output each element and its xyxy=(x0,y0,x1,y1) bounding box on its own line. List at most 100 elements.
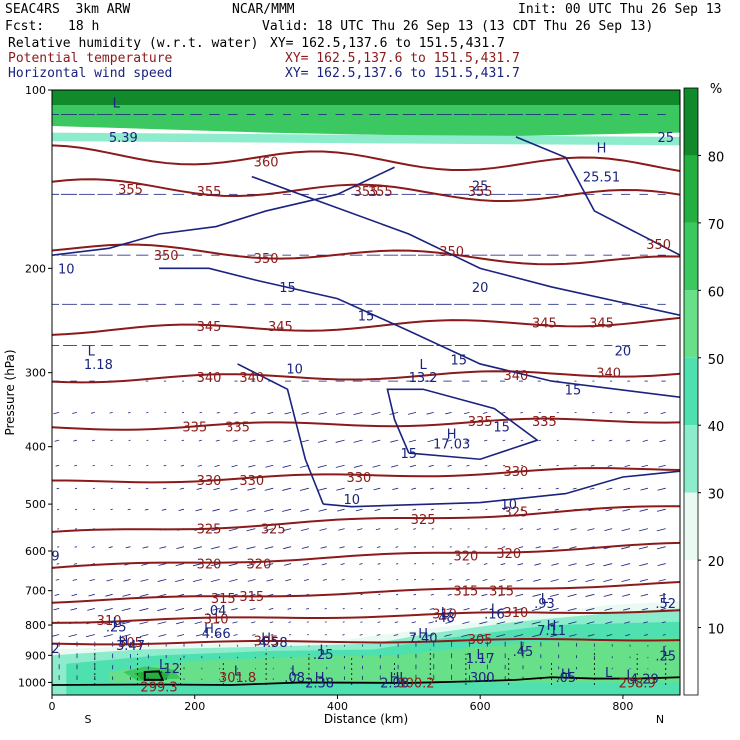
rh-annotation: L xyxy=(477,648,485,663)
theta-label: 340 xyxy=(239,371,264,386)
wind-vector xyxy=(214,634,220,637)
wind-vector xyxy=(176,621,185,625)
wind-vector xyxy=(550,634,559,637)
wind-vector xyxy=(567,593,577,597)
theta-label: 310 xyxy=(204,613,229,628)
wind-vector xyxy=(624,621,631,624)
wind-vector xyxy=(104,608,113,611)
wind-vector xyxy=(335,464,345,468)
y-tick-label: 100 xyxy=(25,84,46,97)
wind-vector xyxy=(317,464,327,468)
wind-vector xyxy=(407,411,417,415)
wind-vector xyxy=(657,487,666,491)
wind-vector xyxy=(251,621,256,624)
wind-contour-20 xyxy=(515,136,680,256)
wind-vector xyxy=(299,487,310,491)
wind-vector xyxy=(520,508,524,511)
colorbar-swatch xyxy=(684,492,698,561)
colorbar-swatch xyxy=(684,357,698,426)
rh-annotation: .45 xyxy=(513,645,534,660)
theta-label: 345 xyxy=(532,317,557,332)
wind-label: 10 xyxy=(343,493,360,508)
wind-label: 25 xyxy=(657,131,674,146)
theta-label: 335 xyxy=(225,421,250,436)
rh-annotation: L xyxy=(491,602,499,617)
wind-label: 15 xyxy=(450,353,467,368)
rh-annotation: .25 xyxy=(313,648,334,663)
wind-vector xyxy=(195,508,202,512)
wind-vector xyxy=(319,528,327,531)
wind-vector xyxy=(639,579,648,582)
y-tick-label: 200 xyxy=(25,262,46,275)
wind-vector xyxy=(123,579,131,582)
wind-vector xyxy=(210,563,220,567)
wind-vector xyxy=(496,621,506,625)
wind-vector xyxy=(550,579,559,582)
wind-vector xyxy=(572,487,577,490)
wind-vector xyxy=(605,508,613,512)
wind-vector xyxy=(229,579,238,582)
wind-label: 10 xyxy=(500,498,517,513)
wind-vector xyxy=(110,508,113,511)
rh-annotation: 299.3 xyxy=(140,680,177,695)
wind-vector xyxy=(609,411,613,414)
rh-annotation: H xyxy=(204,622,214,637)
wind-vector xyxy=(657,563,666,567)
wind-vector xyxy=(569,546,577,549)
colorbar-swatch xyxy=(684,627,698,695)
wind-vector xyxy=(55,579,60,581)
wind-vector xyxy=(175,579,185,583)
wind-vector xyxy=(109,411,113,414)
wind-vector xyxy=(503,464,506,467)
wind-vector xyxy=(337,508,345,512)
rh-annotation: .48 xyxy=(434,611,455,626)
wind-vector xyxy=(556,464,559,467)
theta-label: 345 xyxy=(197,320,222,335)
wind-label: 20 xyxy=(615,344,632,359)
wind-vector xyxy=(603,563,613,567)
wind-vector xyxy=(266,439,274,443)
wind-vector xyxy=(356,528,363,531)
y-tick-label: 400 xyxy=(25,441,46,454)
wind-vector xyxy=(413,528,417,530)
wind-vector xyxy=(426,411,434,415)
wind-vector xyxy=(592,411,595,414)
theta-label: 305 xyxy=(254,635,279,650)
wind-vector xyxy=(431,579,434,581)
wind-vector xyxy=(626,411,631,414)
theta-label: 335 xyxy=(468,415,493,430)
wind-vector xyxy=(246,508,256,512)
wind-vector xyxy=(622,508,631,512)
wind-vector xyxy=(74,546,78,548)
theta-label: 305 xyxy=(118,636,143,651)
wind-vector xyxy=(270,634,274,636)
wind-vector xyxy=(318,411,327,415)
wind-label: 15 xyxy=(279,281,296,296)
wind-vector xyxy=(531,608,541,612)
wind-vector xyxy=(232,621,238,624)
wind-vector xyxy=(283,439,292,443)
wind-vector xyxy=(88,593,95,597)
wind-label: 15 xyxy=(358,309,375,324)
theta-label: 345 xyxy=(268,320,293,335)
wind-vector xyxy=(467,546,470,548)
theta-label: 310 xyxy=(432,608,457,623)
surface-line xyxy=(52,676,680,686)
wind-vector xyxy=(573,464,577,467)
wind-vector xyxy=(514,621,524,625)
wind-vector xyxy=(371,439,381,443)
theta-label: 330 xyxy=(346,471,371,486)
wind-vector xyxy=(640,487,648,491)
wind-vector xyxy=(464,593,470,596)
wind-vector xyxy=(176,546,185,550)
wind-vector xyxy=(212,608,220,611)
wind-vector xyxy=(199,411,202,414)
wind-vector xyxy=(392,487,399,491)
rh-annotation: L xyxy=(88,344,96,359)
wind-vector xyxy=(464,411,470,415)
wind-vector xyxy=(639,528,648,532)
wind-vector xyxy=(282,487,292,491)
wind-vector xyxy=(516,579,524,582)
wind-vector xyxy=(229,508,238,512)
wind-vector xyxy=(409,464,417,468)
